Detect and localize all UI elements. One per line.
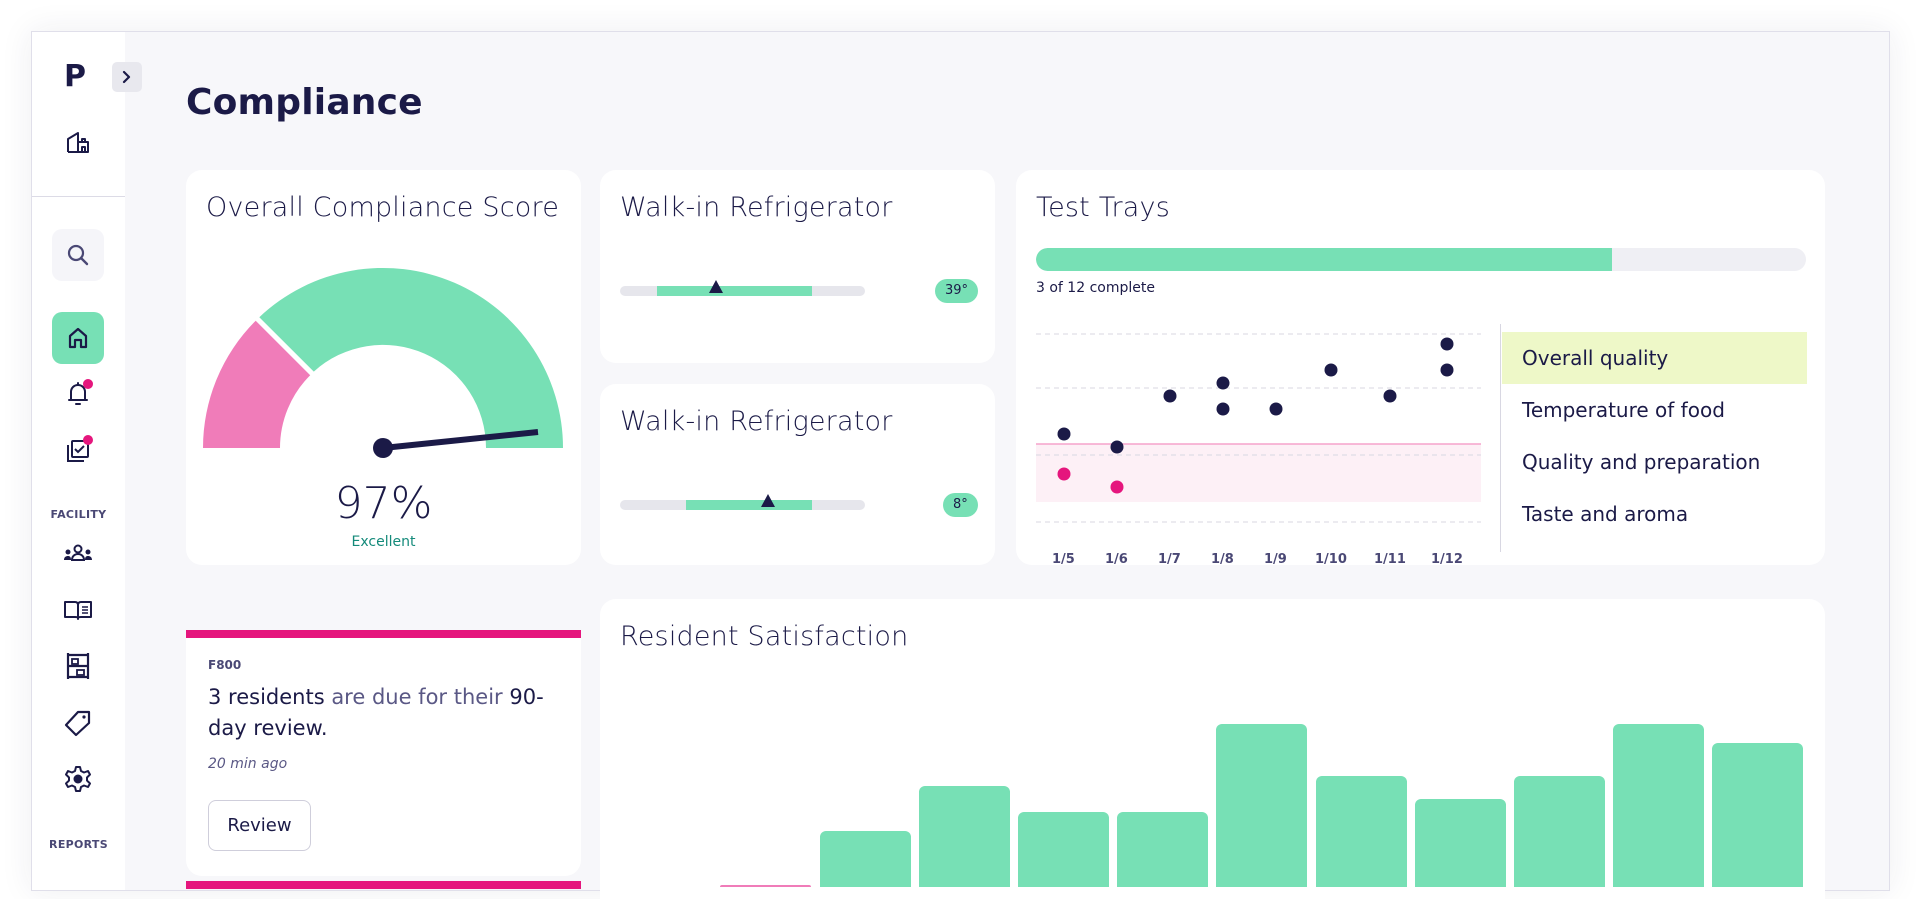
safe-range-fill — [657, 286, 812, 296]
bar — [820, 831, 911, 887]
test-trays-scatter-chart — [1036, 333, 1481, 523]
legend-item-quality-preparation[interactable]: Quality and preparation — [1522, 450, 1761, 474]
test-trays-card: Test Trays 3 of 12 complete — [1016, 170, 1825, 567]
x-tick: 1/6 — [1105, 552, 1128, 567]
progress-fill — [1036, 248, 1612, 271]
app-window: P FACILITY — [31, 31, 1890, 899]
checklist-icon — [67, 440, 89, 462]
bar — [1216, 724, 1307, 887]
card-title: Walk-in Refrigerator — [620, 192, 893, 223]
chevron-right-icon — [122, 70, 131, 84]
sidebar-item-tasks[interactable] — [52, 425, 104, 477]
card-title: Overall Compliance Score — [206, 192, 560, 223]
review-button[interactable]: Review — [208, 800, 311, 851]
compliance-score-rating: Excellent — [351, 534, 416, 550]
bar — [1415, 799, 1506, 887]
bar — [1117, 812, 1208, 887]
facility-building-icon — [67, 132, 89, 153]
compliance-gauge — [203, 267, 564, 458]
alert-message-subject: 90-day review. — [208, 685, 544, 740]
refrigerator-card[interactable]: Walk-in Refrigerator 39° — [600, 170, 995, 363]
x-tick: 1/10 — [1315, 552, 1347, 567]
home-icon — [68, 327, 88, 349]
sidebar-item-facility[interactable] — [52, 116, 104, 168]
current-temp-marker-icon — [761, 494, 775, 507]
sidebar-divider — [32, 196, 125, 197]
alert-timestamp: 20 min ago — [208, 756, 288, 772]
sidebar-item-settings[interactable] — [52, 753, 104, 805]
app-logo: P — [64, 59, 86, 94]
sidebar-item-residents[interactable] — [52, 528, 104, 580]
card-title: Resident Satisfaction — [620, 621, 909, 652]
temperature-badge: 39° — [935, 279, 979, 303]
bar — [1613, 724, 1704, 887]
sidebar-item-labels[interactable] — [52, 697, 104, 749]
compliance-score-value: 97% — [334, 478, 433, 529]
book-open-icon — [64, 601, 92, 620]
notification-badge — [83, 379, 93, 389]
sidebar-item-inventory[interactable] — [52, 640, 104, 692]
alert-severity-bar — [186, 630, 581, 638]
legend-item-temperature[interactable]: Temperature of food — [1522, 398, 1725, 422]
bar — [919, 786, 1010, 887]
alert-severity-bar — [186, 881, 581, 889]
legend-item-taste-aroma[interactable]: Taste and aroma — [1522, 502, 1689, 526]
test-trays-legend: Overall quality Temperature of food Qual… — [1500, 324, 1807, 552]
refrigerator-card[interactable]: Walk-in Refrigerator 8° — [600, 384, 995, 565]
current-temp-marker-icon — [709, 280, 723, 293]
shelving-icon — [66, 653, 90, 679]
card-title: Walk-in Refrigerator — [620, 406, 893, 437]
x-tick: 1/9 — [1264, 552, 1287, 567]
residents-group-icon — [64, 544, 92, 561]
bar — [1712, 743, 1803, 887]
alert-message: 3 residents are due for their 90-day rev… — [208, 682, 568, 744]
x-tick: 1/8 — [1211, 552, 1234, 567]
sidebar-item-notifications[interactable] — [52, 368, 104, 420]
sidebar-section-facility: FACILITY — [50, 508, 107, 521]
alert-code: F800 — [208, 658, 242, 672]
bar — [720, 885, 811, 887]
bar — [1018, 812, 1109, 887]
resident-satisfaction-card: Resident Satisfaction — [600, 599, 1825, 899]
x-tick: 1/7 — [1158, 552, 1181, 567]
bar — [1514, 776, 1605, 887]
x-tick: 1/11 — [1374, 552, 1406, 567]
x-tick: 1/5 — [1052, 552, 1075, 567]
alert-message-count: 3 residents — [208, 685, 325, 709]
x-axis-labels: 1/5 1/6 1/7 1/8 1/9 1/10 1/11 1/12 — [1036, 552, 1481, 572]
safe-range-fill — [686, 500, 812, 510]
expand-sidebar-button[interactable] — [112, 62, 142, 92]
sidebar-item-search[interactable] — [52, 229, 104, 281]
progress-text: 3 of 12 complete — [1036, 280, 1155, 296]
sidebar-item-home[interactable] — [52, 312, 104, 364]
tasks-badge — [83, 435, 93, 445]
sidebar: P FACILITY — [32, 32, 142, 890]
legend-item-overall-quality[interactable]: Overall quality — [1502, 332, 1807, 384]
temperature-badge: 8° — [943, 493, 978, 517]
alert-card: F800 3 residents are due for their 90-da… — [186, 638, 581, 876]
gear-icon — [65, 766, 91, 792]
test-trays-progress-bar — [1036, 248, 1806, 271]
temperature-range-track — [620, 494, 865, 510]
tag-icon — [64, 710, 91, 737]
page-title: Compliance — [186, 82, 423, 123]
temperature-range-track — [620, 280, 865, 296]
card-title: Test Trays — [1036, 192, 1170, 223]
sidebar-item-menus[interactable] — [52, 584, 104, 636]
sidebar-section-reports: REPORTS — [49, 838, 108, 851]
bar — [1316, 776, 1407, 887]
alert-message-text: are due for their — [324, 685, 510, 709]
x-tick: 1/12 — [1431, 552, 1463, 567]
search-icon — [67, 244, 89, 266]
resident-satisfaction-bar-chart — [600, 599, 1825, 887]
bell-icon — [68, 382, 88, 405]
compliance-score-card: Overall Compliance Score 97% Excellent — [186, 170, 581, 565]
